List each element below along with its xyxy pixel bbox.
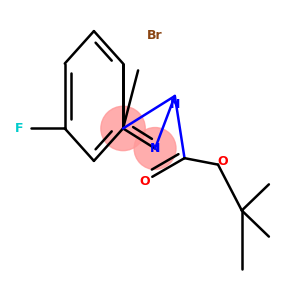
Text: O: O [139, 175, 149, 188]
Circle shape [101, 106, 145, 151]
Text: F: F [15, 122, 24, 135]
Text: O: O [217, 155, 228, 168]
Circle shape [134, 128, 176, 170]
Text: Br: Br [147, 29, 163, 42]
Text: N: N [170, 98, 180, 111]
Text: N: N [150, 142, 160, 155]
